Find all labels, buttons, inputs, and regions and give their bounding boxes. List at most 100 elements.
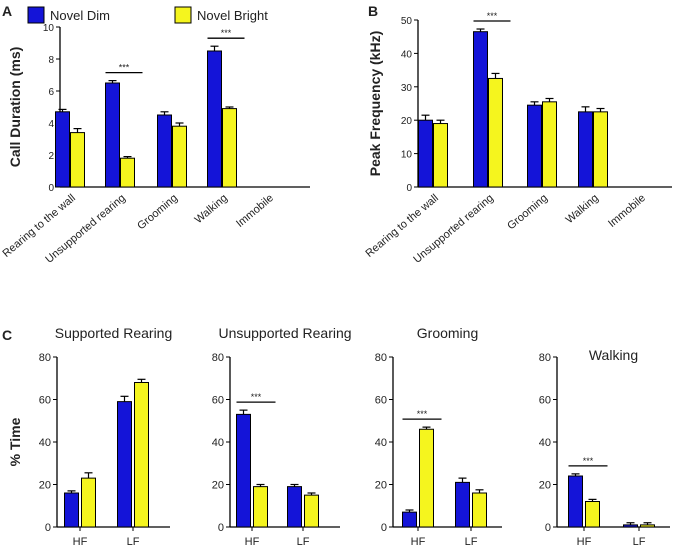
bar: [304, 494, 319, 528]
x-tick-label: HF: [411, 536, 426, 548]
legend-swatch-novel-dim: [27, 6, 45, 24]
bar: [236, 413, 251, 528]
bar: [455, 481, 470, 528]
bar: [433, 123, 448, 188]
bar: [64, 492, 79, 528]
chart-3: Supported Rearing % Time 0 20 40 60 80 HF LF: [7, 325, 172, 548]
x-tick-label: HF: [245, 536, 260, 548]
y-tick-label: 0: [381, 522, 387, 534]
significance-label: ***: [251, 392, 262, 402]
chart-title: Walking: [589, 347, 638, 363]
y-tick-label: 20: [39, 480, 51, 492]
y-axis-label: Peak Frequency (kHz): [367, 31, 383, 177]
bar: [70, 132, 85, 188]
chart-6: Walking 0 20 40 60 80 HF LF ***: [539, 347, 670, 548]
y-tick-label: 4: [48, 119, 54, 130]
y-tick-label: 20: [212, 480, 224, 492]
x-tick-label: LF: [297, 536, 310, 548]
bar: [419, 428, 434, 528]
y-tick-label: 10: [401, 150, 413, 161]
y-tick-label: 8: [48, 55, 54, 66]
bar: [81, 477, 96, 528]
y-tick-label: 80: [39, 352, 51, 364]
bar: [542, 101, 557, 188]
y-tick-label: 10: [43, 23, 55, 34]
bar: [527, 104, 542, 188]
y-tick-label: 40: [212, 437, 224, 449]
y-tick-label: 0: [218, 522, 224, 534]
bar: [593, 111, 608, 188]
y-tick-label: 40: [539, 437, 551, 449]
bar: [172, 125, 187, 188]
y-tick-label: 0: [48, 183, 54, 194]
legend-swatch-novel-bright: [174, 6, 192, 24]
y-axis-label: % Time: [7, 417, 23, 466]
panel-letter-b: B: [368, 3, 378, 19]
significance-label: ***: [583, 456, 594, 466]
panel-letter-c: C: [2, 327, 12, 343]
y-tick-label: 30: [401, 83, 413, 94]
y-tick-label: 20: [401, 116, 413, 127]
x-tick-label: LF: [465, 536, 478, 548]
x-tick-label: LF: [633, 536, 646, 548]
y-tick-label: 60: [539, 395, 551, 407]
significance-label: ***: [221, 28, 232, 38]
chart-5: Grooming 0 20 40 60 80 HF LF ***: [375, 325, 502, 548]
bar: [287, 486, 302, 528]
y-tick-label: 80: [539, 352, 551, 364]
bar: [134, 382, 149, 528]
bar: [253, 486, 268, 528]
bar: [640, 524, 655, 528]
legend-label-novel-bright: Novel Bright: [197, 8, 268, 23]
bar: [578, 111, 593, 188]
bar: [473, 31, 488, 188]
y-tick-label: 0: [545, 522, 551, 534]
bar: [222, 108, 237, 188]
x-tick-label: HF: [73, 536, 88, 548]
y-tick-label: 2: [48, 151, 54, 162]
bar: [488, 77, 503, 188]
bar: [418, 119, 433, 188]
bar: [117, 401, 132, 528]
bar: [120, 157, 135, 188]
y-tick-label: 40: [39, 437, 51, 449]
y-tick-label: 60: [212, 395, 224, 407]
chart-title: Grooming: [417, 325, 478, 341]
bar: [105, 82, 120, 188]
y-tick-label: 60: [375, 395, 387, 407]
significance-label: ***: [417, 409, 428, 419]
significance-label: ***: [487, 11, 498, 21]
bar: [157, 114, 172, 188]
y-tick-label: 50: [401, 16, 413, 27]
bar: [207, 50, 222, 188]
significance-label: ***: [119, 63, 130, 73]
y-tick-label: 40: [401, 49, 413, 60]
y-tick-label: 40: [375, 437, 387, 449]
y-tick-label: 80: [212, 352, 224, 364]
x-tick-label: Grooming: [505, 192, 550, 232]
x-tick-label: Walking: [564, 192, 601, 226]
chart-4: Unsupported Rearing 0 20 40 60 80 HF LF ***: [212, 325, 352, 548]
x-tick-label: Walking: [193, 192, 230, 226]
bar: [623, 524, 638, 528]
y-tick-label: 20: [375, 480, 387, 492]
x-tick-label: LF: [127, 536, 140, 548]
panel-letter-a: A: [2, 3, 12, 19]
bar: [585, 501, 600, 528]
x-tick-label: HF: [577, 536, 592, 548]
y-tick-label: 80: [375, 352, 387, 364]
y-axis-label: Call Duration (ms): [7, 47, 23, 168]
bar: [55, 111, 70, 188]
x-tick-label: Grooming: [135, 192, 180, 232]
bar: [568, 475, 583, 528]
bar: [402, 511, 417, 528]
y-tick-label: 60: [39, 395, 51, 407]
bar: [472, 492, 487, 528]
y-tick-label: 20: [539, 480, 551, 492]
x-tick-label: Immobile: [234, 192, 276, 230]
y-tick-label: 0: [406, 183, 412, 194]
